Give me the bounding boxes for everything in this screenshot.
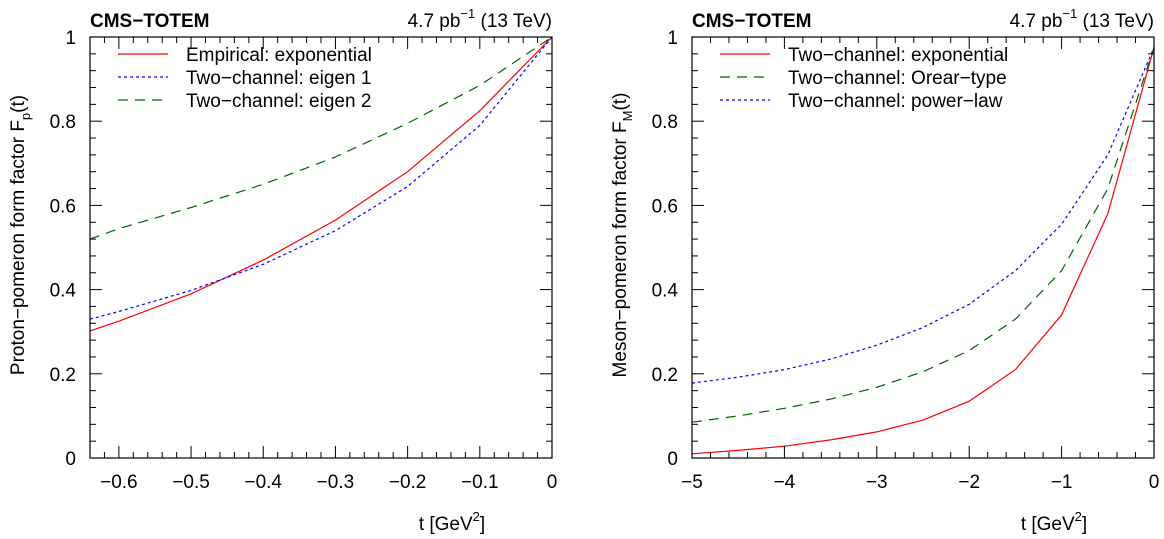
lumi-exponent: −1: [1062, 6, 1077, 21]
legend-label-1: Empirical: exponential: [186, 45, 372, 66]
y-tick-label: 0.8: [50, 112, 76, 133]
y-axis-title-sub: M: [620, 111, 635, 122]
legend-label-2: Two−channel: Orear−type: [788, 68, 1007, 89]
legend-label-1: Two−channel: exponential: [788, 45, 1008, 66]
y-tick-label: 0: [65, 449, 76, 470]
y-tick-label: 1: [65, 28, 76, 49]
series-line-2: [691, 47, 1155, 423]
lumi-value: 4.7 pb: [1010, 11, 1063, 32]
y-tick-label: 0.4: [652, 281, 679, 302]
legend-label-3: Two−channel: power−law: [788, 91, 1003, 112]
y-axis-title-text: Meson−pomeron form factor F: [610, 121, 631, 377]
x-tick-label: −0.5: [172, 472, 210, 493]
series-line-3: [691, 47, 1155, 384]
panel-1: −0.6 −0.5 −0.4 −0.3 −0.2 −0.1 0 0 0.2 0.4 0.6 0.8 1C…: [8, 6, 557, 535]
y-axis-title-sub: p: [18, 113, 33, 120]
experiment-label: CMS−TOTEM: [692, 11, 811, 32]
x-tick-label: −5: [681, 472, 703, 493]
y-tick-label: 0.6: [652, 196, 678, 217]
y-axis-title-tail: (t): [610, 93, 631, 111]
x-axis-title: t [GeV2]: [419, 509, 485, 535]
x-axis-title-sup: 2: [1075, 509, 1082, 524]
series-line-2: [89, 36, 553, 320]
lumi-energy: (13 TeV): [475, 11, 552, 32]
series-line-1: [691, 47, 1155, 455]
x-tick-label: −0.3: [317, 472, 355, 493]
x-tick-label: −4: [774, 472, 796, 493]
x-tick-label: −1: [1051, 472, 1073, 493]
x-axis-title-close: ]: [480, 514, 485, 535]
experiment-label: CMS−TOTEM: [90, 11, 209, 32]
x-tick-label: 0: [547, 472, 558, 493]
y-tick-label: 0.2: [652, 365, 678, 386]
luminosity-label: 4.7 pb−1 (13 TeV): [1010, 6, 1154, 32]
x-axis-title-text: t [GeV: [1021, 514, 1075, 535]
y-tick-label: 0: [667, 449, 678, 470]
x-tick-label: 0: [1149, 472, 1160, 493]
y-tick-label: 0.4: [50, 281, 77, 302]
x-tick-label: −0.6: [100, 472, 138, 493]
x-tick-label: −2: [958, 472, 980, 493]
plot-frame: [691, 36, 1155, 459]
y-tick-label: 1: [667, 28, 678, 49]
y-axis-title-tail: (t): [8, 95, 29, 113]
y-tick-label: 0.6: [50, 196, 76, 217]
x-axis-title: t [GeV2]: [1021, 509, 1087, 535]
legend-label-3: Two−channel: eigen 2: [186, 91, 371, 112]
lumi-exponent: −1: [460, 6, 475, 21]
panel-2: −5 −4 −3 −2 −1 0 0 0.2 0.4 0.6 0.8 1 CMS−TOTEM 4.7 pb…: [610, 6, 1159, 535]
lumi-energy: (13 TeV): [1077, 11, 1154, 32]
x-tick-label: −3: [866, 472, 888, 493]
x-tick-label: −0.1: [461, 472, 499, 493]
x-tick-label: −0.4: [244, 472, 282, 493]
x-tick-label: −0.2: [389, 472, 427, 493]
x-axis-title-sup: 2: [473, 509, 480, 524]
x-axis-title-close: ]: [1082, 514, 1087, 535]
series-line-3: [89, 36, 553, 240]
y-tick-label: 0.2: [50, 365, 76, 386]
series-line-1: [89, 36, 553, 332]
y-axis-title: Meson−pomeron form factor FM(t): [610, 93, 635, 378]
luminosity-label: 4.7 pb−1 (13 TeV): [408, 6, 552, 32]
y-axis-title-text: Proton−pomeron form factor F: [8, 120, 29, 375]
x-axis-title-text: t [GeV: [419, 514, 473, 535]
legend-label-2: Two−channel: eigen 1: [186, 68, 371, 89]
lumi-value: 4.7 pb: [408, 11, 461, 32]
y-axis-title: Proton−pomeron form factor Fp(t): [8, 95, 33, 375]
y-tick-label: 0.8: [652, 112, 678, 133]
